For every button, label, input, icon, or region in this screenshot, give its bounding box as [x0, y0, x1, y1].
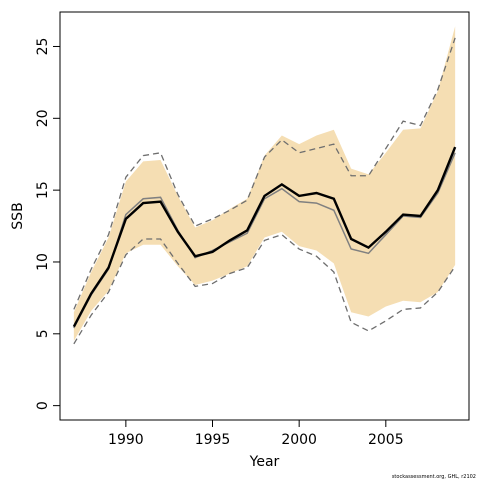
x-tick-label: 1990 [108, 432, 144, 448]
previous-lower-line [73, 233, 456, 345]
y-tick-label: 20 [35, 109, 51, 127]
x-axis-title: Year [249, 454, 280, 470]
y-tick-label: 25 [35, 38, 51, 56]
confidence-band-layer [73, 26, 456, 341]
y-tick-label: 5 [35, 329, 51, 338]
previous-upper-line [73, 37, 456, 310]
y-tick-label: 15 [35, 181, 51, 199]
x-axis: 1990 1995 2000 2005 [108, 420, 404, 448]
credit-text: stockassessment.org, GHL, r2102 [392, 474, 476, 480]
plot-frame [59, 11, 470, 421]
previous-estimate-line [73, 152, 456, 329]
confidence-band [73, 26, 456, 341]
y-tick-label: 10 [35, 253, 51, 271]
y-tick-label: 0 [35, 401, 51, 410]
estimate-line [72, 146, 457, 328]
x-tick-label: 2005 [368, 432, 404, 448]
y-axis: 0 5 10 15 20 25 [35, 38, 60, 410]
y-axis-title: SSB [10, 202, 26, 229]
x-tick-label: 2000 [281, 432, 317, 448]
x-tick-label: 1995 [195, 432, 231, 448]
series-lines-layer [72, 37, 457, 345]
